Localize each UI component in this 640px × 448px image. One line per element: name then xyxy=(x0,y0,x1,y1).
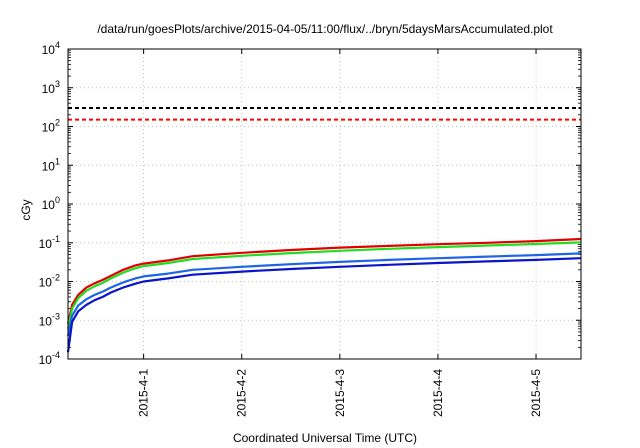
series-line xyxy=(66,257,582,353)
y-tick-label: 10-4 xyxy=(39,350,60,367)
plot-frame xyxy=(67,48,582,360)
x-tick-label: 2015-4-2 xyxy=(235,369,249,417)
y-tick-label: 104 xyxy=(42,40,60,57)
x-tick-labels: 2015-4-1 2015-4-2 2015-4-3 2015-4-4 2015-4-5 xyxy=(137,369,543,417)
x-tick-label: 2015-4-4 xyxy=(431,369,445,417)
y-tick-label: 10-2 xyxy=(39,273,60,290)
series-lines xyxy=(66,237,582,353)
y-tick-label: 102 xyxy=(42,118,60,135)
y-tick-label: 100 xyxy=(42,195,60,212)
y-tick-label: 103 xyxy=(42,79,60,96)
y-tick-labels: 10-4 10-3 10-2 10-1 100 101 102 103 104 xyxy=(39,40,60,367)
series-line xyxy=(66,252,582,336)
series-line xyxy=(66,241,582,330)
series-line xyxy=(66,237,582,325)
y-tick-label: 10-3 xyxy=(39,311,60,328)
x-axis-label: Coordinated Universal Time (UTC) xyxy=(233,431,417,445)
reference-lines xyxy=(68,107,581,121)
y-tick-label: 10-1 xyxy=(39,234,60,251)
x-tick-label: 2015-4-3 xyxy=(333,369,347,417)
chart-title: /data/run/goesPlots/archive/2015-04-05/1… xyxy=(97,22,553,36)
y-tick-label: 101 xyxy=(42,156,60,173)
x-tick-label: 2015-4-5 xyxy=(529,369,543,417)
x-tick-label: 2015-4-1 xyxy=(137,369,151,417)
y-axis-label: cGy xyxy=(19,199,33,220)
